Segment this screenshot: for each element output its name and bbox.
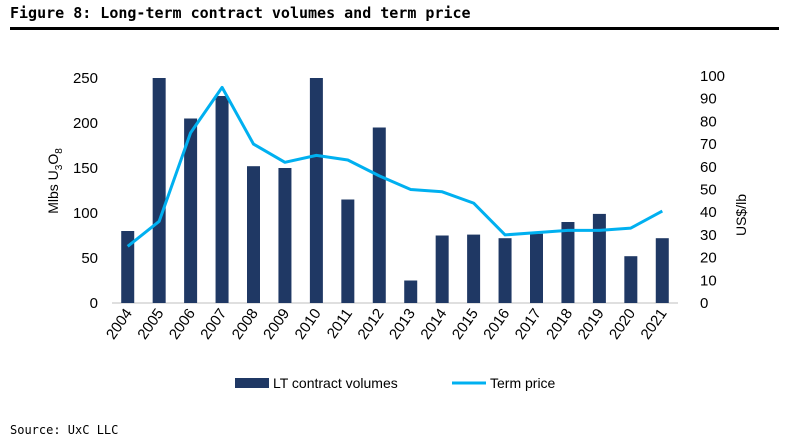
left-tick-label: 150 [73, 160, 98, 177]
right-tick-label: 100 [700, 68, 725, 85]
x-tick-label: 2018 [543, 306, 576, 343]
x-tick-label: 2019 [575, 306, 608, 343]
left-axis-label-sub: 3 [54, 164, 65, 170]
x-tick-label: 2014 [417, 306, 450, 343]
x-tick-label: 2009 [260, 306, 293, 343]
bar-2021 [655, 238, 669, 303]
left-tick-label: 250 [73, 70, 98, 87]
bar-2018 [561, 222, 575, 303]
left-axis-label-part: O [45, 154, 61, 165]
right-tick-label: 80 [700, 113, 717, 130]
x-tick-label: 2007 [197, 306, 230, 343]
left-tick-label: 100 [73, 205, 98, 222]
right-tick-label: 0 [700, 295, 708, 312]
left-tick-label: 0 [90, 295, 98, 312]
right-tick-label: 40 [700, 204, 717, 221]
x-tick-label: 2021 [637, 306, 670, 343]
x-tick-label: 2008 [229, 306, 262, 343]
bar-2005 [152, 78, 166, 303]
left-axis-ticks: 0 50 100 150 200 250 [73, 70, 98, 312]
bar-2008 [247, 166, 260, 303]
left-axis-label-sub: 8 [54, 148, 65, 154]
x-tick-label: 2020 [606, 306, 639, 343]
right-axis-ticks: 0 10 20 30 40 50 60 70 80 90 100 [700, 68, 725, 312]
x-tick-label: 2013 [386, 306, 419, 343]
x-tick-label: 2005 [134, 306, 167, 343]
term-price-line [126, 85, 664, 248]
right-tick-label: 20 [700, 250, 717, 267]
right-tick-label: 50 [700, 182, 717, 199]
legend-label-line: Term price [490, 375, 556, 391]
bar-2020 [624, 256, 638, 303]
x-tick-label: 2017 [512, 306, 545, 343]
x-tick-label: 2006 [166, 306, 199, 343]
bar-2016 [498, 238, 512, 303]
left-tick-label: 50 [81, 250, 98, 267]
bar-2019 [592, 213, 606, 303]
legend-label-bar: LT contract volumes [273, 375, 398, 391]
bar-2011 [341, 199, 355, 303]
bar-2010 [309, 78, 323, 303]
x-tick-label: 2016 [480, 306, 513, 343]
x-tick-label: 2004 [103, 306, 136, 343]
left-axis-label: Mlbs U3O8 [45, 148, 65, 214]
bar-2007 [215, 96, 229, 303]
right-tick-label: 60 [700, 159, 717, 176]
bar-2009 [278, 168, 292, 303]
right-tick-label: 30 [700, 227, 717, 244]
title-rule [10, 27, 779, 30]
bar-2004 [121, 231, 135, 303]
bar-2013 [404, 280, 418, 303]
x-tick-label: 2010 [292, 306, 325, 343]
bar-2015 [467, 234, 481, 303]
legend: LT contract volumes Term price [235, 375, 556, 391]
combo-chart: 0 50 100 150 200 250 0 10 20 30 40 50 60 70 80 90 100 2… [45, 68, 749, 391]
left-tick-label: 200 [73, 115, 98, 132]
x-tick-label: 2015 [449, 306, 482, 343]
right-tick-label: 70 [700, 136, 717, 153]
source-note: Source: UxC LLC [10, 423, 119, 437]
x-tick-label: 2011 [324, 306, 356, 342]
right-tick-label: 10 [700, 272, 717, 289]
right-tick-label: 90 [700, 91, 717, 108]
bar-2006 [184, 118, 198, 303]
line-group [126, 85, 664, 248]
x-tick-label: 2012 [354, 306, 387, 343]
bar-2017 [530, 233, 543, 303]
bar-2014 [435, 235, 449, 303]
right-axis-label: US$/lb [733, 194, 749, 236]
left-axis-label-part: Mlbs U [45, 170, 61, 214]
figure-title: Figure 8: Long-term contract volumes and… [10, 4, 471, 22]
legend-swatch-bar [235, 378, 269, 388]
bar-2012 [372, 127, 386, 303]
bars-group [121, 78, 669, 303]
